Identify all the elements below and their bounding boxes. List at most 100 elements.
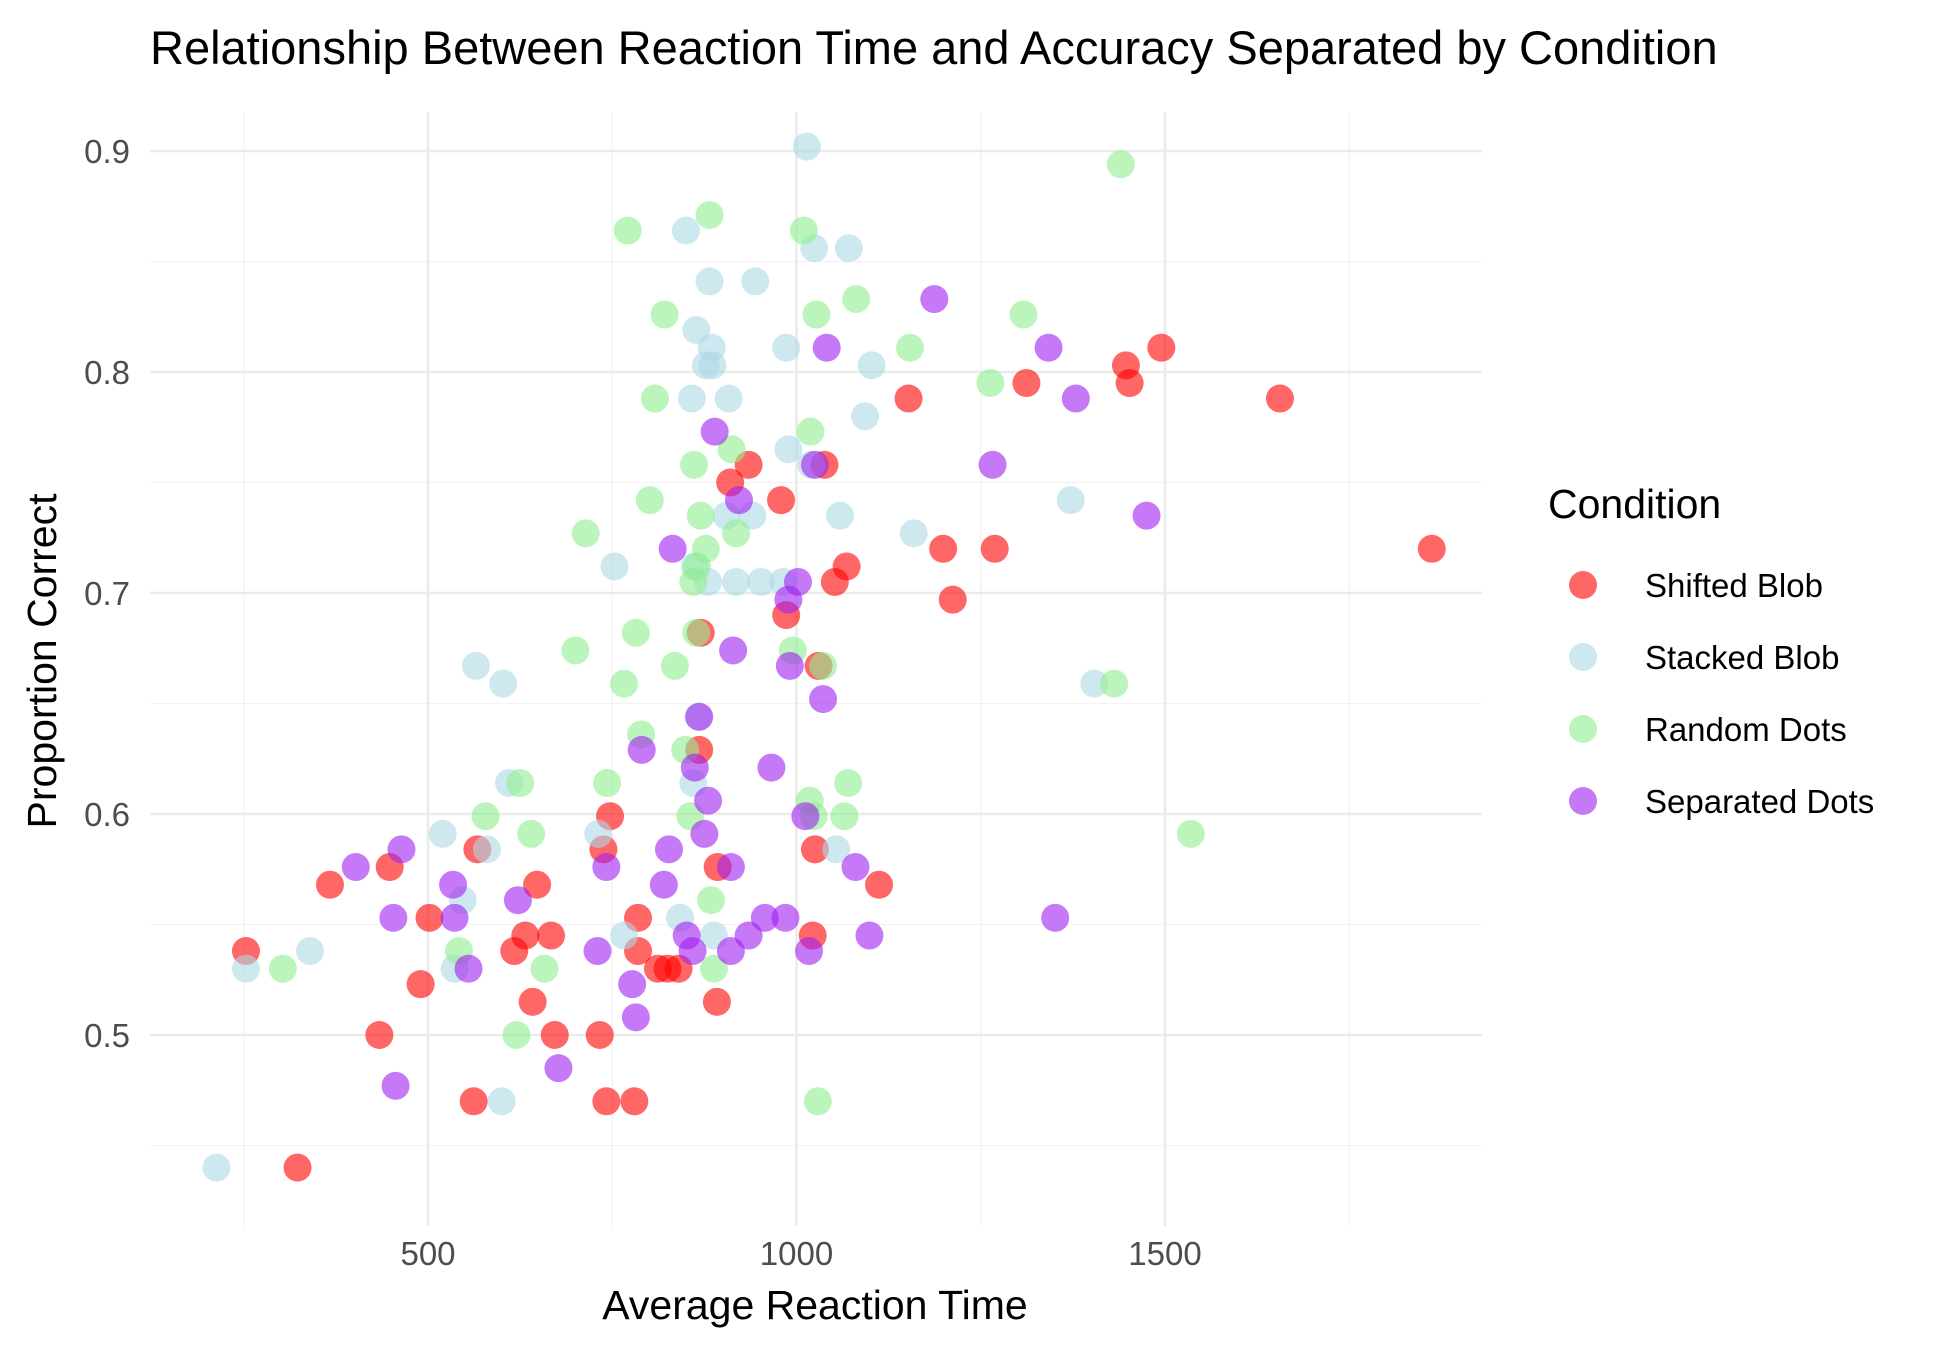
point-random-dots (789, 216, 818, 245)
point-random-dots (682, 618, 711, 647)
point-random-dots (895, 333, 924, 362)
point-separated-dots (716, 853, 745, 882)
point-random-dots (803, 1087, 832, 1116)
point-shifted-blob (537, 921, 566, 950)
point-stacked-blob (489, 669, 518, 698)
point-separated-dots (734, 921, 763, 950)
point-shifted-blob (365, 1021, 394, 1049)
point-random-dots (502, 1021, 531, 1049)
point-random-dots (571, 519, 600, 548)
point-shifted-blob (832, 552, 861, 581)
point-random-dots (621, 618, 650, 647)
point-separated-dots (978, 450, 1007, 479)
point-separated-dots (771, 903, 800, 932)
point-stacked-blob (461, 651, 490, 680)
point-separated-dots (618, 970, 647, 999)
point-separated-dots (855, 921, 884, 950)
point-separated-dots (812, 333, 841, 362)
legend-label-shifted-blob: Shifted Blob (1645, 567, 1823, 604)
point-shifted-blob (283, 1153, 312, 1182)
point-separated-dots (1132, 501, 1161, 530)
point-separated-dots (725, 486, 754, 515)
point-separated-dots (795, 937, 824, 966)
point-stacked-blob (202, 1153, 231, 1182)
point-random-dots (699, 954, 728, 983)
point-stacked-blob (472, 835, 501, 864)
point-shifted-blob (406, 970, 435, 999)
legend-swatch-stacked-blob (1569, 643, 1597, 671)
point-separated-dots (627, 735, 656, 764)
x-tick-label: 1500 (1128, 1235, 1201, 1272)
point-random-dots (660, 651, 689, 680)
point-stacked-blob (671, 216, 700, 245)
point-random-dots (802, 300, 831, 329)
point-random-dots (561, 636, 590, 665)
point-separated-dots (841, 853, 870, 882)
point-separated-dots (678, 937, 707, 966)
legend-swatch-random-dots (1569, 715, 1597, 743)
point-stacked-blob (792, 132, 821, 161)
point-separated-dots (800, 450, 829, 479)
point-random-dots (506, 769, 535, 798)
point-separated-dots (694, 786, 723, 815)
point-random-dots (830, 802, 859, 831)
point-random-dots (268, 954, 297, 983)
point-stacked-blob (695, 267, 724, 296)
point-shifted-blob (459, 1087, 488, 1116)
point-shifted-blob (929, 534, 958, 563)
point-stacked-blob (822, 835, 851, 864)
point-shifted-blob (620, 1087, 649, 1116)
point-random-dots (610, 669, 639, 698)
point-separated-dots (341, 853, 370, 882)
point-separated-dots (649, 870, 678, 899)
point-random-dots (530, 954, 559, 983)
point-shifted-blob (1115, 369, 1144, 398)
point-separated-dots (690, 819, 719, 848)
point-shifted-blob (938, 585, 967, 614)
point-shifted-blob (1265, 384, 1294, 413)
point-shifted-blob (511, 921, 540, 950)
point-separated-dots (440, 903, 469, 932)
point-separated-dots (920, 285, 949, 314)
point-random-dots (650, 300, 679, 329)
point-separated-dots (592, 853, 621, 882)
point-shifted-blob (518, 987, 547, 1016)
point-separated-dots (544, 1054, 573, 1083)
point-stacked-blob (610, 921, 639, 950)
point-separated-dots (791, 802, 820, 831)
y-axis-title: Proportion Correct (19, 493, 65, 829)
point-separated-dots (757, 753, 786, 782)
point-random-dots (635, 486, 664, 515)
point-separated-dots (775, 651, 804, 680)
point-random-dots (834, 769, 863, 798)
legend-swatch-shifted-blob (1569, 571, 1597, 599)
point-shifted-blob (1417, 534, 1446, 563)
point-separated-dots (1034, 333, 1063, 362)
point-separated-dots (387, 835, 416, 864)
point-stacked-blob (834, 234, 863, 263)
point-stacked-blob (698, 351, 727, 380)
point-separated-dots (700, 417, 729, 446)
point-separated-dots (680, 753, 709, 782)
point-separated-dots (1061, 384, 1090, 413)
legend-label-random-dots: Random Dots (1645, 711, 1847, 748)
point-random-dots (471, 802, 500, 831)
point-random-dots (809, 651, 838, 680)
point-stacked-blob (1056, 486, 1085, 515)
point-separated-dots (783, 567, 812, 596)
point-random-dots (697, 886, 726, 915)
point-random-dots (686, 501, 715, 530)
point-separated-dots (658, 534, 687, 563)
point-random-dots (640, 384, 669, 413)
point-shifted-blob (894, 384, 923, 413)
point-shifted-blob (540, 1021, 569, 1049)
point-stacked-blob (774, 435, 803, 464)
point-separated-dots (685, 702, 714, 731)
point-shifted-blob (592, 1087, 621, 1116)
point-random-dots (842, 285, 871, 314)
point-random-dots (1176, 819, 1205, 848)
point-separated-dots (454, 954, 483, 983)
point-random-dots (680, 450, 709, 479)
point-separated-dots (621, 1003, 650, 1032)
